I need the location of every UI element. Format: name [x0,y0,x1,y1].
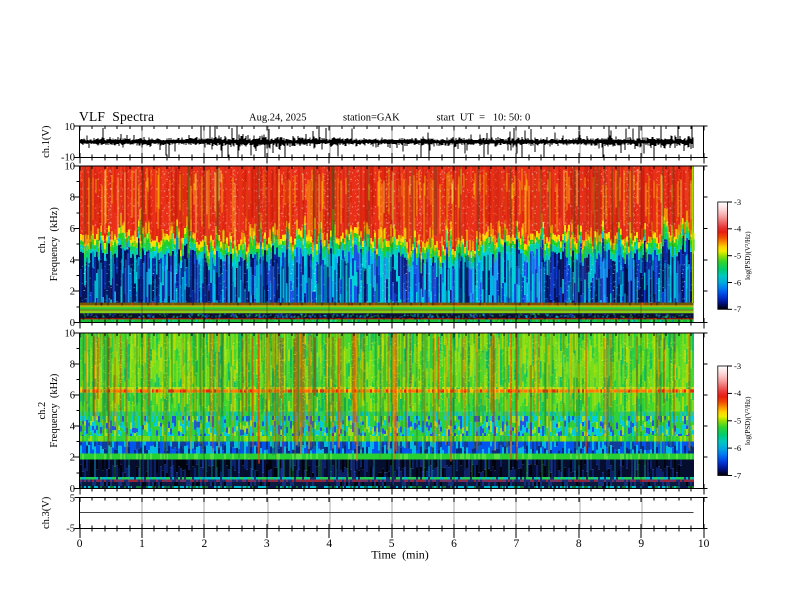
svg-text:-5: -5 [734,250,741,260]
svg-text:-5: -5 [734,416,741,426]
svg-text:-3: -3 [734,197,741,207]
svg-text:4: 4 [70,255,76,266]
svg-text:ch.1: ch.1 [37,235,48,253]
svg-text:-7: -7 [734,470,741,480]
svg-text:5: 5 [389,538,395,550]
svg-text:10: 10 [65,161,76,172]
svg-text:-6: -6 [734,277,741,287]
svg-text:-5: -5 [66,523,75,534]
svg-text:9: 9 [638,538,644,550]
svg-text:Time (min): Time (min) [371,548,429,562]
svg-text:2: 2 [70,287,75,298]
svg-text:3: 3 [264,538,270,550]
svg-text:4: 4 [326,538,332,550]
svg-text:10: 10 [65,329,76,340]
svg-text:6: 6 [451,538,457,550]
svg-text:8: 8 [70,360,75,371]
svg-text:-6: -6 [734,443,741,453]
svg-text:8: 8 [70,193,75,204]
svg-text:station=GAK: station=GAK [343,113,400,124]
svg-text:ch.1(V): ch.1(V) [41,125,52,158]
svg-text:Aug.24, 2025: Aug.24, 2025 [249,113,306,124]
svg-text:-3: -3 [734,361,741,371]
svg-text:2: 2 [202,538,208,550]
svg-text:log(PSD)(V²/Hz): log(PSD)(V²/Hz) [744,396,752,445]
svg-text:0: 0 [77,538,83,550]
svg-text:ch.3(V): ch.3(V) [41,496,52,529]
svg-text:log(PSD)(V²/Hz): log(PSD)(V²/Hz) [744,231,752,280]
svg-text:0: 0 [70,484,75,495]
svg-text:0: 0 [70,318,75,329]
svg-text:ch.2: ch.2 [37,402,48,420]
svg-text:VLF Spectra: VLF Spectra [79,109,154,124]
svg-text:2: 2 [70,453,75,464]
svg-text:-7: -7 [734,304,741,314]
svg-text:10: 10 [65,122,76,133]
svg-text:-10: -10 [61,152,75,163]
svg-text:Frequency (kHz): Frequency (kHz) [49,207,60,282]
svg-text:start UT = 10: 50: 0: start UT = 10: 50: 0 [437,113,531,124]
svg-text:4: 4 [70,422,76,433]
svg-text:-4: -4 [734,388,742,398]
svg-text:Frequency (kHz): Frequency (kHz) [49,373,60,448]
svg-text:-4: -4 [734,224,742,234]
svg-text:8: 8 [576,538,582,550]
svg-text:1: 1 [139,538,145,550]
svg-text:10: 10 [698,538,710,550]
svg-text:5: 5 [70,493,75,504]
svg-text:6: 6 [70,391,75,402]
svg-text:6: 6 [70,224,75,235]
svg-text:7: 7 [514,538,520,550]
